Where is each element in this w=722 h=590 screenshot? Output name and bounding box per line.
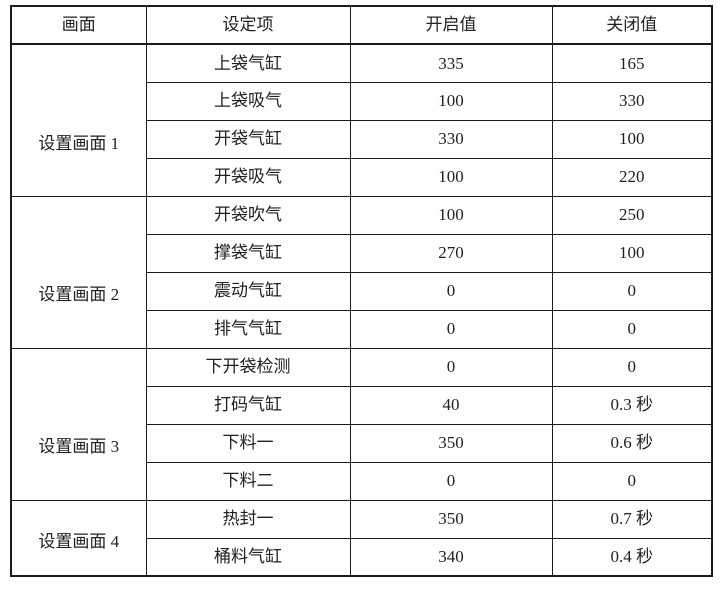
settings-table-body: 设置画面 1 上袋气缸 335 165 上袋吸气 100 330 开袋气缸 330 100 开袋吸气… [10, 43, 713, 577]
screen-group-label: 设置画面 3 [38, 437, 120, 457]
setting-item-cell: 排气气缸 [145, 309, 351, 349]
open-value-cell: 0 [349, 309, 553, 349]
open-value-cell: 350 [349, 499, 553, 539]
open-value-cell: 0 [349, 347, 553, 387]
setting-item-cell: 上袋吸气 [145, 81, 351, 121]
open-value-cell: 40 [349, 385, 553, 425]
close-value-cell: 100 [551, 233, 713, 273]
table-row: 开袋吸气 100 220 [11, 157, 713, 197]
setting-item-cell: 上袋气缸 [145, 43, 351, 83]
close-value-cell: 0 [551, 271, 713, 311]
open-value-cell: 0 [349, 461, 553, 501]
setting-item-cell: 震动气缸 [145, 271, 351, 311]
close-value-cell: 330 [551, 81, 713, 121]
open-value-cell: 350 [349, 423, 553, 463]
close-value-cell: 220 [551, 157, 713, 197]
table-row: 设置画面 2 开袋吹气 100 250 [10, 195, 713, 349]
setting-item-cell: 热封一 [145, 499, 351, 539]
settings-table: 画面 设定项 开启值 关闭值 设置画面 1 上袋气缸 335 165 上袋吸气 100 330 开袋… [10, 5, 713, 577]
close-value-cell: 0.7 秒 [551, 499, 713, 539]
open-value-cell: 100 [349, 157, 553, 197]
open-value-cell: 330 [349, 119, 553, 159]
table-row: 设置画面 4 热封一 350 0.7 秒 [10, 499, 713, 577]
screen-group-label: 设置画面 4 [38, 532, 120, 552]
table-row: 下料二 0 0 [11, 461, 713, 501]
table-row: 设置画面 3 下开袋检测 0 0 [10, 347, 713, 501]
table-row: 撑袋气缸 270 100 [11, 233, 713, 273]
header-row: 画面 设定项 开启值 关闭值 [10, 5, 713, 45]
screen-group-cell: 设置画面 1 [10, 43, 147, 197]
table-row: 桶料气缸 340 0.4 秒 [11, 537, 713, 577]
close-value-cell: 0 [551, 309, 713, 349]
setting-item-cell: 桶料气缸 [145, 537, 351, 577]
screen-group-label: 设置画面 2 [38, 285, 120, 305]
screen-group-cell: 设置画面 2 [10, 195, 147, 349]
close-value-cell: 165 [551, 43, 713, 83]
screen-group-cell: 设置画面 4 [10, 499, 147, 577]
close-value-cell: 0 [551, 347, 713, 387]
screen-group-label: 设置画面 1 [38, 133, 120, 153]
open-value-cell: 100 [349, 195, 553, 235]
screen-group-cell: 设置画面 3 [10, 347, 147, 501]
table-row: 开袋气缸 330 100 [11, 119, 713, 159]
open-value-cell: 270 [349, 233, 553, 273]
setting-item-cell: 开袋气缸 [145, 119, 351, 159]
column-header-screen: 画面 [10, 5, 147, 45]
close-value-cell: 0.4 秒 [551, 537, 713, 577]
close-value-cell: 100 [551, 119, 713, 159]
open-value-cell: 335 [349, 43, 553, 83]
setting-item-cell: 撑袋气缸 [145, 233, 351, 273]
close-value-cell: 0.3 秒 [551, 385, 713, 425]
table-row: 排气气缸 0 0 [11, 309, 713, 349]
table-row: 打码气缸 40 0.3 秒 [11, 385, 713, 425]
setting-item-cell: 开袋吸气 [145, 157, 351, 197]
setting-item-cell: 下开袋检测 [145, 347, 351, 387]
setting-item-cell: 开袋吹气 [145, 195, 351, 235]
close-value-cell: 0 [551, 461, 713, 501]
close-value-cell: 0.6 秒 [551, 423, 713, 463]
open-value-cell: 0 [349, 271, 553, 311]
table-row: 下料一 350 0.6 秒 [11, 423, 713, 463]
close-value-cell: 250 [551, 195, 713, 235]
open-value-cell: 100 [349, 81, 553, 121]
table-row: 上袋吸气 100 330 [11, 81, 713, 121]
table-row: 设置画面 1 上袋气缸 335 165 [10, 43, 713, 197]
column-header-on: 开启值 [349, 5, 553, 45]
settings-table-header: 画面 设定项 开启值 关闭值 [10, 5, 713, 45]
setting-item-cell: 打码气缸 [145, 385, 351, 425]
column-header-off: 关闭值 [551, 5, 713, 45]
open-value-cell: 340 [349, 537, 553, 577]
setting-item-cell: 下料二 [145, 461, 351, 501]
column-header-item: 设定项 [145, 5, 351, 45]
setting-item-cell: 下料一 [145, 423, 351, 463]
